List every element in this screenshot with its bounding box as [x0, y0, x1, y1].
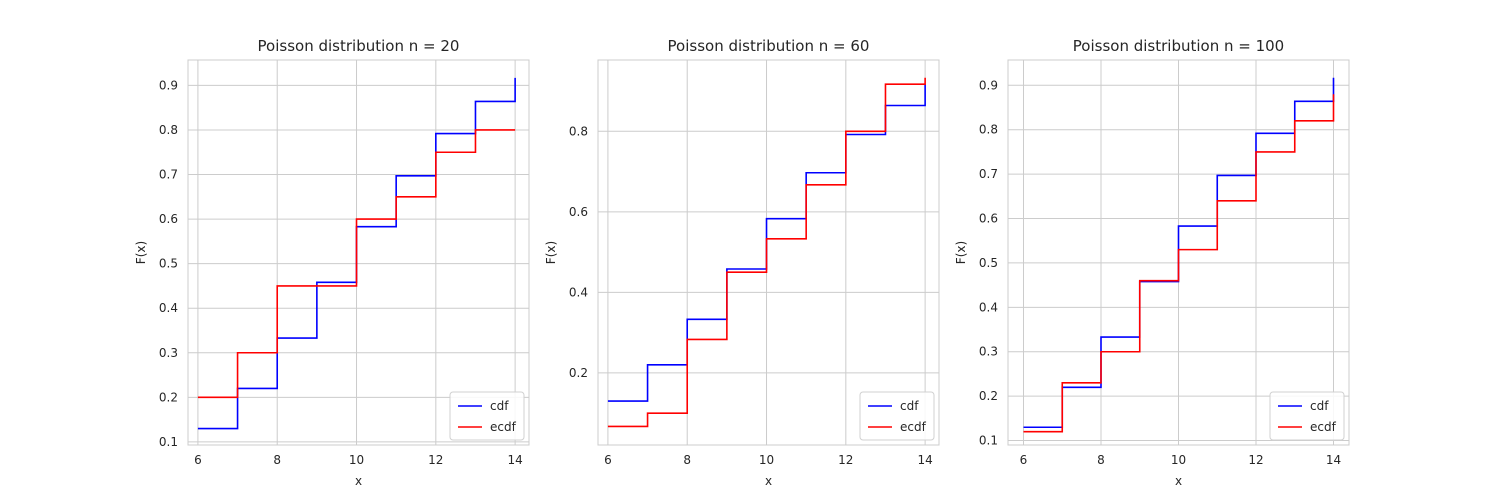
legend-label-ecdf: ecdf: [900, 420, 927, 434]
y-tick-label: 0.9: [159, 78, 178, 92]
y-tick-label: 0.5: [159, 257, 178, 271]
y-tick-label: 0.6: [569, 205, 588, 219]
legend-label-cdf: cdf: [900, 399, 919, 413]
y-tick-label: 0.7: [159, 168, 178, 182]
y-tick-label: 0.1: [159, 435, 178, 449]
y-tick-label: 0.4: [159, 301, 178, 315]
plot-frame: [187, 59, 530, 446]
chart-panel-3: 6 8 10 12 14 0.1 0.2 0.3 0.4 0.5 0.6 0.7 0.8 0.9 Poiss…: [954, 37, 1350, 488]
plot-frame: [1007, 59, 1350, 446]
legend: cdf ecdf: [859, 391, 935, 441]
x-axis-label: x: [765, 474, 772, 488]
x-tick-label: 6: [194, 453, 202, 467]
y-tick-label: 0.5: [979, 256, 998, 270]
y-axis-label: F(x): [954, 241, 968, 264]
y-tick-label: 0.6: [979, 212, 998, 226]
plot-frame: [597, 59, 940, 446]
x-tick-label: 14: [917, 453, 932, 467]
chart-title: Poisson distribution n = 100: [1073, 37, 1284, 55]
legend-label-cdf: cdf: [1310, 399, 1329, 413]
chart-panel-1: 6 8 10 12 14 0.1 0.2 0.3 0.4 0.5 0.6 0.7 0.8 0.9 Poiss…: [134, 37, 530, 488]
x-tick-label: 12: [428, 453, 443, 467]
x-tick-label: 10: [759, 453, 774, 467]
legend-box: [1269, 391, 1345, 441]
y-tick-label: 0.6: [159, 212, 178, 226]
legend-box: [859, 391, 935, 441]
x-tick-label: 8: [1097, 453, 1105, 467]
legend: cdf ecdf: [449, 391, 525, 441]
x-tick-label: 12: [1248, 453, 1263, 467]
y-tick-label: 0.1: [979, 434, 998, 448]
x-tick-label: 8: [683, 453, 691, 467]
y-axis-label: F(x): [544, 241, 558, 264]
legend-label-cdf: cdf: [490, 399, 509, 413]
x-tick-label: 6: [604, 453, 612, 467]
x-tick-label: 10: [349, 453, 364, 467]
y-tick-label: 0.2: [159, 390, 178, 404]
x-tick-label: 14: [507, 453, 522, 467]
legend: cdf ecdf: [1269, 391, 1345, 441]
chart-title: Poisson distribution n = 60: [668, 37, 870, 55]
x-tick-label: 14: [1326, 453, 1341, 467]
chart-title: Poisson distribution n = 20: [258, 37, 460, 55]
y-tick-label: 0.8: [569, 124, 588, 138]
y-tick-label: 0.3: [979, 345, 998, 359]
y-tick-label: 0.8: [159, 123, 178, 137]
legend-box: [449, 391, 525, 441]
series-line-ecdf: [1023, 94, 1335, 433]
series-line-ecdf: [607, 77, 926, 428]
y-tick-label: 0.4: [979, 300, 998, 314]
y-axis-label: F(x): [134, 241, 148, 264]
y-tick-label: 0.7: [979, 167, 998, 181]
y-tick-label: 0.2: [979, 389, 998, 403]
y-tick-label: 0.8: [979, 123, 998, 137]
x-tick-label: 6: [1020, 453, 1028, 467]
x-tick-label: 8: [273, 453, 281, 467]
x-tick-label: 12: [838, 453, 853, 467]
y-tick-label: 0.9: [979, 78, 998, 92]
series-line-ecdf: [197, 129, 516, 399]
chart-panel-2: 6 8 10 12 14 0.2 0.4 0.6 0.8 Poisson distribution…: [544, 37, 940, 488]
x-axis-label: x: [355, 474, 362, 488]
y-tick-label: 0.2: [569, 366, 588, 380]
y-tick-label: 0.3: [159, 346, 178, 360]
y-tick-label: 0.4: [569, 285, 588, 299]
x-axis-label: x: [1175, 474, 1182, 488]
legend-label-ecdf: ecdf: [490, 420, 517, 434]
x-tick-label: 10: [1171, 453, 1186, 467]
legend-label-ecdf: ecdf: [1310, 420, 1337, 434]
